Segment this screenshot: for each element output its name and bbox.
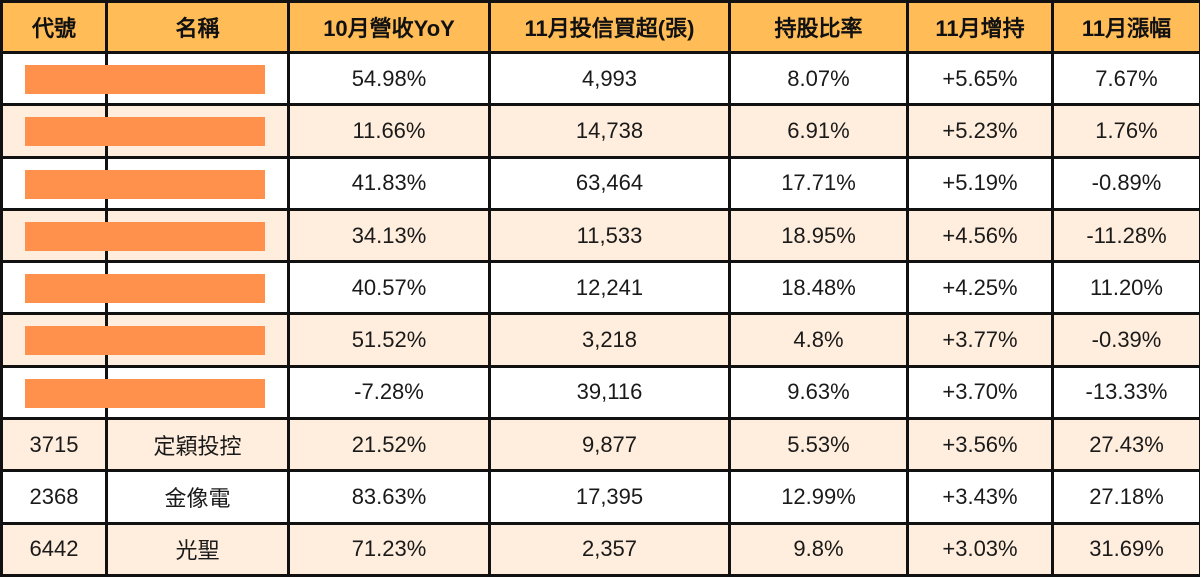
holding-ratio: 17.71%: [728, 155, 909, 211]
price-change: 1.76%: [1051, 103, 1200, 159]
table-row: 11.66% 14,738 6.91% +5.23% 1.76%: [0, 103, 1200, 159]
stock-code: 6442: [0, 521, 108, 578]
revenue-yoy: 83.63%: [287, 469, 491, 525]
stock-code: [0, 364, 265, 421]
header-price-change: 11月漲幅: [1051, 0, 1200, 54]
stock-code: 2368: [0, 469, 108, 525]
stock-name: 光聖: [105, 521, 290, 578]
revenue-yoy: 41.83%: [287, 155, 491, 211]
header-holding-increase: 11月增持: [906, 0, 1054, 54]
holding-increase: +3.70%: [906, 364, 1054, 421]
header-revenue-yoy: 10月營收YoY: [287, 0, 491, 54]
table-row: 3715 定穎投控 21.52% 9,877 5.53% +3.56% 27.4…: [0, 417, 1200, 473]
price-change: -0.39%: [1051, 312, 1200, 368]
holding-increase: +5.19%: [906, 155, 1054, 211]
header-code: 代號: [0, 0, 108, 54]
holding-increase: +4.56%: [906, 207, 1054, 264]
stock-code: 3715: [0, 417, 108, 473]
table-row: 51.52% 3,218 4.8% +3.77% -0.39%: [0, 312, 1200, 368]
price-change: 27.18%: [1051, 469, 1200, 525]
table-row: 41.83% 63,464 17.71% +5.19% -0.89%: [0, 155, 1200, 211]
stock-code: [0, 207, 265, 264]
revenue-yoy: 71.23%: [287, 521, 491, 578]
revenue-yoy: -7.28%: [287, 364, 491, 421]
price-change: 27.43%: [1051, 417, 1200, 473]
stock-code: [0, 103, 265, 159]
holding-ratio: 8.07%: [728, 50, 909, 107]
redaction-bar: [25, 221, 265, 251]
holding-ratio: 18.95%: [728, 207, 909, 264]
trust-net-buy: 3,218: [488, 312, 731, 368]
table-row: 40.57% 12,241 18.48% +4.25% 11.20%: [0, 260, 1200, 316]
trust-net-buy: 9,877: [488, 417, 731, 473]
price-change: 11.20%: [1051, 260, 1200, 316]
holding-ratio: 9.63%: [728, 364, 909, 421]
revenue-yoy: 21.52%: [287, 417, 491, 473]
revenue-yoy: 34.13%: [287, 207, 491, 264]
table-row: 6442 光聖 71.23% 2,357 9.8% +3.03% 31.69%: [0, 521, 1200, 578]
price-change: -11.28%: [1051, 207, 1200, 264]
trust-net-buy: 14,738: [488, 103, 731, 159]
price-change: 7.67%: [1051, 50, 1200, 107]
holding-increase: +3.03%: [906, 521, 1054, 578]
trust-net-buy: 11,533: [488, 207, 731, 264]
trust-net-buy: 4,993: [488, 50, 731, 107]
redaction-bar: [25, 378, 265, 408]
holding-ratio: 4.8%: [728, 312, 909, 368]
trust-net-buy: 17,395: [488, 469, 731, 525]
table-row: 54.98% 4,993 8.07% +5.65% 7.67%: [0, 50, 1200, 107]
table-row: 34.13% 11,533 18.95% +4.56% -11.28%: [0, 207, 1200, 264]
price-change: 31.69%: [1051, 521, 1200, 578]
holding-increase: +3.77%: [906, 312, 1054, 368]
stock-code: [0, 50, 265, 107]
trust-net-buy: 39,116: [488, 364, 731, 421]
redaction-bar: [25, 326, 265, 356]
stock-code: [0, 312, 265, 368]
stock-code: [0, 260, 265, 316]
redaction-bar: [25, 274, 265, 304]
revenue-yoy: 54.98%: [287, 50, 491, 107]
stock-code: [0, 155, 265, 211]
holding-ratio: 9.8%: [728, 521, 909, 578]
header-row: 代號 名稱 10月營收YoY 11月投信買超(張) 持股比率 11月增持 11月…: [0, 0, 1200, 54]
holding-increase: +4.25%: [906, 260, 1054, 316]
redaction-bar: [25, 65, 265, 94]
holding-increase: +3.56%: [906, 417, 1054, 473]
holding-ratio: 18.48%: [728, 260, 909, 316]
holding-increase: +5.65%: [906, 50, 1054, 107]
revenue-yoy: 11.66%: [287, 103, 491, 159]
holding-ratio: 5.53%: [728, 417, 909, 473]
stock-name: 定穎投控: [105, 417, 290, 473]
table-row: -7.28% 39,116 9.63% +3.70% -13.33%: [0, 364, 1200, 421]
price-change: -13.33%: [1051, 364, 1200, 421]
holding-ratio: 12.99%: [728, 469, 909, 525]
redaction-bar: [25, 117, 265, 147]
holding-increase: +5.23%: [906, 103, 1054, 159]
trust-net-buy: 12,241: [488, 260, 731, 316]
header-trust-net-buy: 11月投信買超(張): [488, 0, 731, 54]
revenue-yoy: 40.57%: [287, 260, 491, 316]
header-holding-ratio: 持股比率: [728, 0, 909, 54]
stock-name: 金像電: [105, 469, 290, 525]
holding-ratio: 6.91%: [728, 103, 909, 159]
header-name: 名稱: [105, 0, 290, 54]
trust-net-buy: 63,464: [488, 155, 731, 211]
redaction-bar: [25, 169, 265, 199]
revenue-yoy: 51.52%: [287, 312, 491, 368]
price-change: -0.89%: [1051, 155, 1200, 211]
table-row: 2368 金像電 83.63% 17,395 12.99% +3.43% 27.…: [0, 469, 1200, 525]
holding-increase: +3.43%: [906, 469, 1054, 525]
trust-net-buy: 2,357: [488, 521, 731, 578]
